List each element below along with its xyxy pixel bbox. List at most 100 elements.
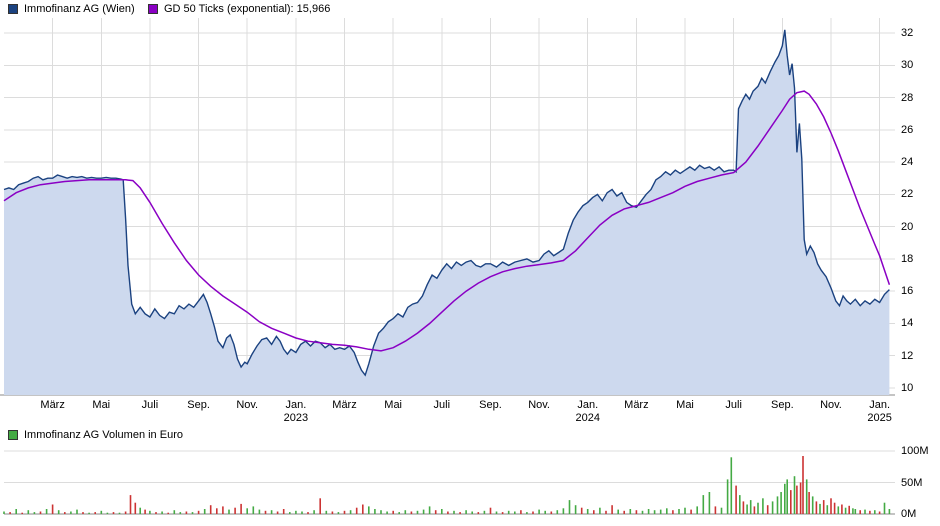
volume-bar xyxy=(771,501,774,514)
volume-bar xyxy=(441,509,443,514)
volume-bar xyxy=(39,511,42,514)
volume-bar xyxy=(799,482,802,514)
volume-bar xyxy=(786,479,788,514)
volume-bar xyxy=(325,510,328,514)
price-legend-swatch xyxy=(8,4,18,14)
y-axis-label: 14 xyxy=(901,317,914,330)
volume-bar xyxy=(514,511,516,514)
x-axis-month-label: Sep. xyxy=(771,399,794,411)
volume-bar xyxy=(362,504,364,514)
volume-bar xyxy=(477,512,480,514)
volume-bar xyxy=(780,492,782,515)
volume-bar xyxy=(76,509,78,514)
x-axis-month-label: März xyxy=(624,399,649,411)
volume-bar xyxy=(149,510,151,514)
volume-bar xyxy=(793,476,796,514)
volume-bar xyxy=(659,509,662,514)
volume-bar xyxy=(580,507,583,514)
volume-bar xyxy=(841,504,843,514)
volume-bar xyxy=(874,510,876,514)
volume-bar xyxy=(173,510,176,514)
volume-bar xyxy=(94,512,96,514)
volume-legend: Immofinanz AG Volumen in Euro xyxy=(8,429,183,441)
volume-bar xyxy=(434,510,437,514)
volume-bar xyxy=(495,511,498,514)
volume-bar xyxy=(380,510,382,514)
x-axis-year-label: 2023 xyxy=(283,412,309,424)
y-axis-label: 16 xyxy=(901,285,914,298)
volume-bar xyxy=(161,511,163,514)
volume-bar xyxy=(746,504,748,514)
volume-bar xyxy=(854,509,857,514)
volume-bar xyxy=(805,479,808,514)
volume-bar xyxy=(301,511,303,514)
volume-bar xyxy=(864,509,866,514)
volume-bar xyxy=(708,492,711,515)
volume-bar xyxy=(252,506,255,514)
volume-bar xyxy=(459,512,461,514)
volume-bar xyxy=(757,502,759,514)
volume-bar xyxy=(51,504,54,514)
volume-bar xyxy=(635,510,638,514)
volume-bar xyxy=(134,502,137,514)
volume-bar xyxy=(544,510,546,514)
volume-bar xyxy=(124,511,127,514)
volume-bar xyxy=(57,510,60,514)
x-axis-month-label: Nov. xyxy=(528,399,550,411)
volume-bar xyxy=(289,512,291,514)
ma-legend: GD 50 Ticks (exponential): 15,966 xyxy=(148,3,330,15)
volume-bar xyxy=(234,507,236,514)
volume-bar xyxy=(742,501,745,514)
y-axis-label: 10 xyxy=(901,382,914,394)
x-axis-month-label: März xyxy=(332,399,357,411)
volume-bar xyxy=(203,509,206,514)
volume-bar xyxy=(672,510,674,514)
volume-bar xyxy=(550,511,553,514)
volume-bar xyxy=(9,512,11,514)
x-axis-month-label: Juli xyxy=(725,399,742,411)
x-axis-month-label: Sep. xyxy=(479,399,502,411)
volume-bar xyxy=(264,510,267,514)
y-axis-label: 20 xyxy=(901,220,914,233)
volume-bar xyxy=(88,512,90,514)
volume-bar xyxy=(520,510,522,514)
volume-bar xyxy=(538,509,540,514)
price-line xyxy=(3,29,890,377)
volume-bar xyxy=(605,510,607,514)
volume-bar xyxy=(848,505,850,514)
volume-bar xyxy=(784,483,786,514)
volume-bar xyxy=(240,503,242,514)
volume-bar xyxy=(617,509,619,514)
volume-y-axis-label: 0M xyxy=(901,508,917,520)
volume-bar xyxy=(15,509,17,514)
volume-bar xyxy=(453,510,455,514)
volume-bar xyxy=(852,508,854,514)
volume-bar xyxy=(678,509,680,514)
volume-bar xyxy=(64,512,66,514)
volume-bar xyxy=(833,502,836,514)
volume-bar xyxy=(611,505,613,514)
volume-bar xyxy=(258,509,261,514)
volume-bar xyxy=(749,500,752,514)
volume-bar xyxy=(386,511,388,514)
y-axis-label: 26 xyxy=(901,123,914,136)
volume-bar xyxy=(209,505,212,514)
volume-bar xyxy=(483,510,486,514)
volume-bar xyxy=(714,506,717,514)
volume-bar xyxy=(216,508,218,514)
volume-bar xyxy=(696,506,698,514)
volume-bar xyxy=(471,511,473,514)
volume-bar xyxy=(489,507,492,514)
volume-bar xyxy=(562,508,565,514)
volume-bar xyxy=(586,509,589,514)
volume-bar xyxy=(822,500,825,514)
volume-bar xyxy=(465,510,467,514)
x-axis-year-label: 2025 xyxy=(867,412,892,424)
y-axis-label: 22 xyxy=(901,188,914,201)
volume-bar xyxy=(735,485,737,514)
volume-bar xyxy=(70,511,72,514)
volume-bar xyxy=(883,502,886,514)
volume-bar xyxy=(526,512,528,514)
price-legend: Immofinanz AG (Wien) xyxy=(8,3,135,15)
y-axis-label: 28 xyxy=(901,91,914,104)
